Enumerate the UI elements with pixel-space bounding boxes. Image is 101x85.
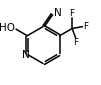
Text: HO: HO bbox=[0, 23, 15, 33]
Text: N: N bbox=[22, 50, 30, 60]
Text: F: F bbox=[70, 9, 75, 18]
Text: N: N bbox=[54, 8, 61, 18]
Text: F: F bbox=[73, 39, 78, 48]
Text: F: F bbox=[83, 22, 88, 31]
